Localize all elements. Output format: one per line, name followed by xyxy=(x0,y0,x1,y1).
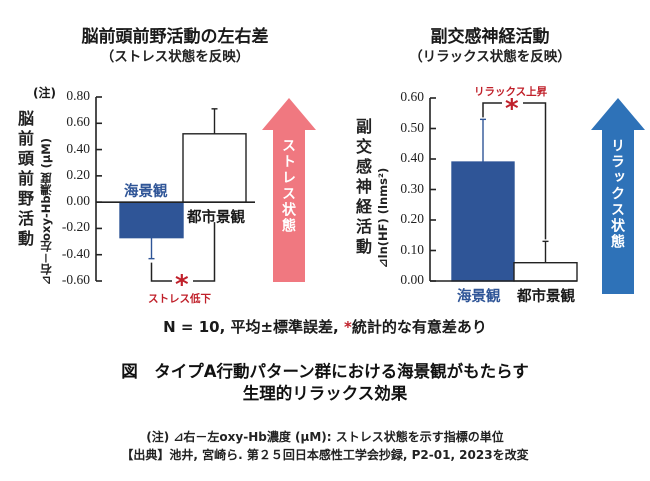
left-y-note: (注) xyxy=(33,86,56,100)
left-chart-subtitle: （ストレス状態を反映） xyxy=(100,49,250,65)
right-y-tick-label: 0.50 xyxy=(400,119,424,135)
stress-arrow: ストレス状態 xyxy=(262,98,316,282)
right-y-axis-label: 副交感神経活動 xyxy=(353,118,372,258)
right-y-tick-label: 0.10 xyxy=(400,241,424,257)
left-y-tick-label: 0.40 xyxy=(66,140,90,156)
left-significance-star: * xyxy=(175,270,189,300)
right-bar-cityscape xyxy=(513,262,578,282)
left-bar-seascape xyxy=(119,201,184,239)
left-category-cityscape: 都市景観 xyxy=(187,210,245,226)
left-chart-title: 脳前頭前野活動の左右差 xyxy=(81,27,269,47)
left-y-tick-label: 0.00 xyxy=(66,193,90,209)
right-category-seascape: 海景観 xyxy=(457,289,501,305)
relax-arrow-shape xyxy=(591,98,645,294)
right-y-tick-label: 0.40 xyxy=(400,150,424,165)
left-category-seascape: 海景観 xyxy=(124,184,168,200)
stats-footnote-prefix: N = 10, 平均±標準誤差, xyxy=(163,318,344,336)
stress-arrow-label: ストレス状態 xyxy=(280,138,296,234)
right-category-cityscape: 都市景観 xyxy=(517,289,575,305)
right-y-tick-label: 0.00 xyxy=(400,272,424,287)
stats-footnote: N = 10, 平均±標準誤差, *統計的な有意差あり xyxy=(0,316,650,337)
relax-arrow: リラックス状態 xyxy=(591,98,645,294)
right-y-tick-label: 0.60 xyxy=(400,89,424,104)
right-y-tick-label: 0.30 xyxy=(400,180,424,196)
stress-arrow-shape xyxy=(262,98,316,282)
right-chart-title: 副交感神経活動 xyxy=(430,27,550,47)
left-y-tick-label: 0.80 xyxy=(66,88,90,103)
right-significance-star: * xyxy=(505,94,519,124)
right-significance-bracket xyxy=(482,102,547,240)
source-citation: 【出典】池井, 宮崎ら. 第２５回日本感性工学会抄録, P2-01, 2023を… xyxy=(121,448,529,462)
left-y-axis-label: 脳前頭前野活動 xyxy=(15,110,34,250)
figure-caption-line2: 生理的リラックス効果 xyxy=(242,384,408,403)
left-y-tick-label: 0.60 xyxy=(66,114,90,130)
left-bar-cityscape xyxy=(182,133,247,203)
left-y-tick-label: 0.20 xyxy=(66,166,90,182)
relax-arrow-label: リラックス状態 xyxy=(609,138,625,250)
left-significance-bracket xyxy=(150,222,216,282)
right-y-tick-label: 0.20 xyxy=(400,211,424,226)
figure-caption-line1: 図 タイプA行動パターン群における海景観がもたらす xyxy=(121,362,529,381)
right-significance-label: リラックス上昇 xyxy=(474,86,548,98)
unit-note: (注) ⊿右－左oxy-Hb濃度 (μM): ストレス状態を示す指標の単位 xyxy=(146,430,504,444)
left-y-tick-label: -0.40 xyxy=(61,245,90,261)
right-chart-subtitle: （リラックス状態を反映） xyxy=(409,49,571,65)
left-y-tick-label: -0.60 xyxy=(61,272,90,287)
left-significance-label: ストレス低下 xyxy=(148,293,211,305)
left-y-tick-label: -0.20 xyxy=(61,219,90,235)
right-bar-seascape xyxy=(451,161,515,282)
stats-footnote-suffix: 統計的な有意差あり xyxy=(351,318,487,336)
stats-footnote-star: * xyxy=(343,318,352,336)
